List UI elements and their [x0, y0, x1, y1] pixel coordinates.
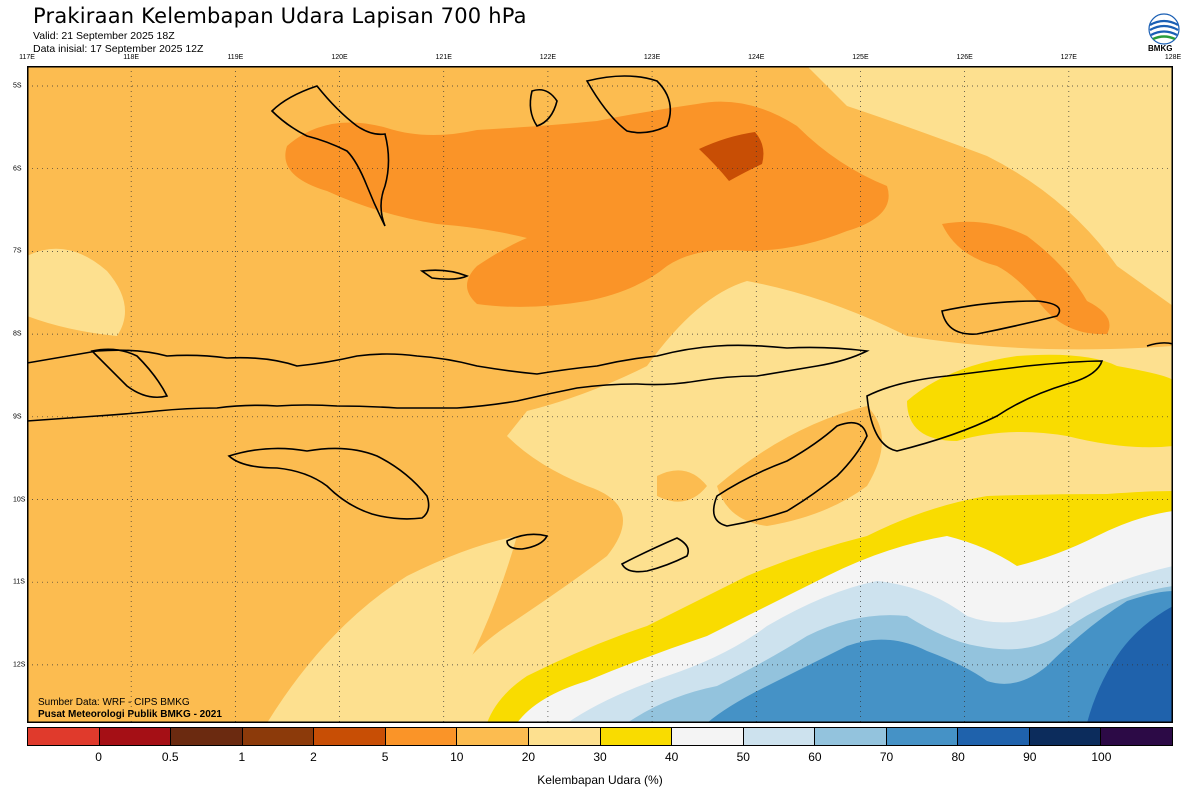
colorbar: [27, 727, 1173, 746]
colorbar-segment: [1029, 728, 1102, 745]
colorbar-tick-label: 2: [310, 750, 317, 764]
longitude-label: 125E: [852, 54, 869, 61]
colorbar-tick-label: 30: [593, 750, 607, 764]
colorbar-segment: [171, 728, 243, 745]
longitude-label: 124E: [748, 54, 765, 61]
longitude-label: 123E: [643, 54, 661, 61]
longitude-label: 127E: [1060, 54, 1077, 61]
credit-source: Sumber Data: WRF - CIPS BMKG: [38, 697, 190, 708]
colorbar-segment: [314, 728, 386, 745]
colorbar-tick-label: 5: [381, 750, 389, 764]
region-20-30-north: [807, 66, 1173, 306]
map-title: Prakiraan Kelembapan Udara Lapisan 700 h…: [33, 4, 527, 28]
latitude-label: 5S: [13, 82, 22, 90]
initial-time: Data inisial: 17 September 2025 12Z: [33, 43, 204, 55]
colorbar-segment: [385, 728, 458, 745]
region-5-10-east: [942, 221, 1110, 335]
colorbar-tick-label: 90: [1023, 750, 1037, 764]
colorbar-segment: [886, 728, 959, 745]
longitude-label: 118E: [123, 54, 140, 61]
colorbar-segment: [600, 728, 673, 745]
logo-text: BMKG: [1148, 44, 1173, 53]
colorbar-tick-label: 20: [521, 750, 536, 764]
colorbar-segment: [958, 728, 1030, 745]
longitude-label: 128E: [1164, 54, 1182, 61]
longitude-label: 122E: [539, 54, 557, 61]
bmkg-logo-icon: [1148, 13, 1180, 45]
latitude-label: 7S: [13, 247, 22, 255]
latitude-label: 6S: [13, 165, 22, 173]
colorbar-tick-label: 1: [238, 750, 246, 764]
region-10-20-timor: [717, 406, 882, 526]
region-20-30-west: [27, 248, 125, 336]
region-20-30-sw: [267, 536, 517, 723]
colorbar-segment: [528, 728, 601, 745]
colorbar-segment: [1101, 728, 1172, 745]
longitude-label: 121E: [435, 54, 452, 61]
colorbar-tick-label: 40: [664, 750, 679, 764]
humidity-map: [27, 66, 1173, 723]
coastlines: [27, 75, 1173, 573]
longitude-label: 117E: [19, 54, 35, 61]
colorbar-tick-label: 60: [808, 750, 822, 764]
colorbar-tick-label: 70: [879, 750, 894, 764]
colorbar-tick-label: 10: [450, 750, 464, 764]
region-30-40-ne: [907, 354, 1173, 448]
region-70-80: [707, 591, 1173, 723]
valid-time: Valid: 21 September 2025 18Z: [33, 30, 175, 42]
credit-organization: Pusat Meteorologi Publik BMKG - 2021: [38, 709, 222, 720]
colorbar-title: Kelembapan Udara (%): [537, 773, 663, 787]
latitude-label: 8S: [13, 330, 22, 338]
region-10-20-sumba: [657, 470, 707, 502]
colorbar-segment: [457, 728, 529, 745]
grid-lines: [27, 66, 1173, 723]
longitude-label: 119E: [227, 54, 244, 61]
region-80-90: [1087, 606, 1173, 723]
colorbar-segment: [672, 728, 744, 745]
latitude-label: 10S: [13, 496, 26, 503]
longitude-label: 126E: [956, 54, 973, 61]
latitude-label: 12S: [13, 661, 26, 669]
map-frame: [27, 66, 1173, 723]
longitude-label: 120E: [331, 54, 348, 61]
latitude-label: 11S: [13, 578, 25, 586]
colorbar-segment: [99, 728, 172, 745]
colorbar-tick-label: 0: [95, 750, 102, 764]
colorbar-segment: [242, 728, 315, 745]
colorbar-tick-label: 100: [1091, 750, 1112, 764]
colorbar-tick-label: 0.5: [161, 750, 179, 764]
colorbar-tick-label: 80: [951, 750, 965, 764]
colorbar-segment: [815, 728, 887, 745]
colorbar-segment: [743, 728, 816, 745]
colorbar-segment: [28, 728, 100, 745]
latitude-label: 9S: [13, 413, 22, 421]
colorbar-tick-label: 50: [736, 750, 750, 764]
